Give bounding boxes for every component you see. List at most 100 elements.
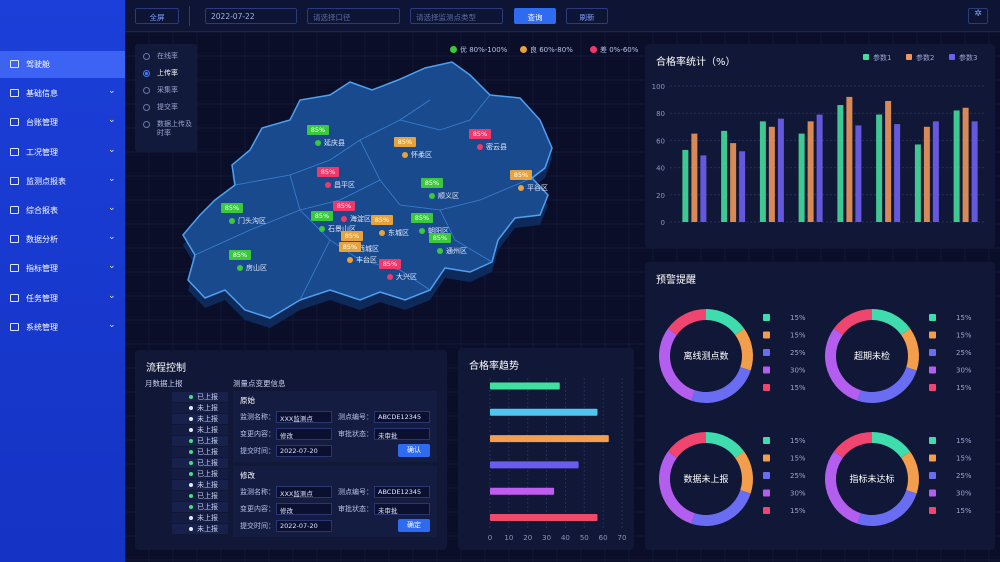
region-dot: [229, 218, 235, 224]
district-border: [399, 94, 491, 131]
legend-swatch: [763, 366, 770, 374]
value-label: 30%: [790, 490, 806, 498]
value-label: 15%: [790, 507, 806, 515]
menu-chevron: ⌄: [108, 232, 116, 243]
donut-segment: [872, 432, 911, 458]
menu-item[interactable]: 数据分析 ⌄: [0, 226, 125, 253]
status-dot: [189, 450, 193, 454]
refresh-button[interactable]: 刷新: [566, 8, 608, 24]
status-label: 已上报: [197, 470, 218, 478]
field-value[interactable]: ABCDE12345: [374, 486, 430, 498]
radio[interactable]: [143, 87, 150, 94]
region-badge: 85%: [411, 213, 433, 223]
region-name: 西城区: [358, 245, 379, 253]
donut-segment: [833, 309, 872, 335]
field-value[interactable]: XXX监测点: [276, 411, 332, 423]
field-value[interactable]: 修改: [276, 428, 332, 440]
radio-label[interactable]: 提交率: [157, 103, 178, 111]
menu-item[interactable]: 台账管理 ⌄: [0, 109, 125, 136]
settings-button[interactable]: ✲: [968, 8, 988, 24]
status-dot: [189, 439, 193, 443]
upload-row: 已上报: [172, 392, 228, 402]
radio-label[interactable]: 在线率: [157, 52, 178, 60]
field-value[interactable]: 未审批: [374, 428, 430, 440]
menu-label: 台账管理: [26, 118, 58, 128]
donut-center-label: 离线测点数: [683, 350, 728, 362]
query-button[interactable]: 查询: [514, 8, 556, 24]
status-label: 已上报: [197, 437, 218, 445]
menu-icon: [10, 264, 19, 273]
region-name: 石景山区: [328, 225, 356, 233]
scope-select[interactable]: 请选择口径: [307, 8, 400, 24]
date-input[interactable]: 2022-07-22: [205, 8, 297, 24]
panel-title: 预警提醒: [656, 275, 696, 286]
menu-item[interactable]: 基础信息 ⌄: [0, 80, 125, 107]
region-badge: 85%: [510, 170, 532, 180]
change-block: 修改 监测名称： XXX监测点 测点编号： ABCDE12345 变更内容： 修改 审批状态：…: [233, 466, 437, 537]
radio[interactable]: [143, 70, 150, 77]
field-value[interactable]: 2022-07-20: [276, 520, 332, 532]
menu-item[interactable]: 任务管理 ⌄: [0, 285, 125, 312]
panel-title: 合格率趋势: [469, 361, 519, 372]
menu-item[interactable]: 综合报表 ⌄: [0, 197, 125, 224]
legend-swatch: [929, 472, 936, 479]
status-dot: [189, 516, 193, 520]
confirm-button[interactable]: 确定: [398, 519, 430, 532]
menu-item[interactable]: 驾驶舱: [0, 51, 125, 78]
menu-item[interactable]: 系统管理 ⌄: [0, 314, 125, 341]
type-select[interactable]: 请选择监测点类型: [410, 8, 503, 24]
map-shape: [182, 61, 553, 328]
value-label: 15%: [790, 384, 806, 392]
legend-swatch: [929, 437, 936, 444]
status-dot: [189, 527, 193, 531]
region-dot: [319, 226, 325, 232]
donut-segment: [706, 432, 745, 458]
y-tick-label: 0: [661, 219, 665, 227]
status-dot: [189, 395, 193, 399]
fullscreen-button[interactable]: 全屏: [135, 8, 179, 24]
menu-item[interactable]: 监测点报表 ⌄: [0, 168, 125, 195]
legend-swatch: [863, 54, 869, 60]
menu-item[interactable]: 工况管理 ⌄: [0, 139, 125, 166]
radio-label[interactable]: 上传率: [157, 69, 178, 77]
legend-swatch: [763, 331, 770, 339]
donut-segment: [667, 309, 706, 335]
field-value[interactable]: 修改: [276, 503, 332, 515]
menu-label: 任务管理: [26, 293, 58, 303]
bar: [807, 121, 814, 222]
legend-dot: [520, 46, 527, 53]
region-dot: [237, 265, 243, 271]
donut-segment: [825, 328, 861, 401]
confirm-button[interactable]: 确认: [398, 444, 430, 457]
block-title: 修改: [240, 471, 255, 480]
status-label: 已上报: [197, 492, 218, 500]
radio-label[interactable]: 数据上传及时率: [157, 120, 192, 137]
legend-swatch: [929, 366, 936, 374]
menu-icon: [10, 293, 19, 302]
upload-row: 已上报: [172, 502, 228, 512]
field-value[interactable]: XXX监测点: [276, 486, 332, 498]
radio[interactable]: [143, 121, 150, 128]
status-label: 已上报: [197, 503, 218, 511]
legend-swatch: [763, 507, 770, 514]
bar: [768, 126, 775, 222]
field-value[interactable]: ABCDE12345: [374, 411, 430, 423]
value-label: 25%: [790, 349, 806, 357]
region-name: 怀柔区: [411, 151, 432, 159]
upload-row: 未上报: [172, 425, 228, 435]
field-value[interactable]: 2022-07-20: [276, 445, 332, 457]
chart: 0 20 40 60 80 100 参数1 参数2 参数3: [652, 53, 985, 227]
region-name: 丰台区: [356, 256, 377, 264]
bar: [962, 107, 969, 222]
radio-label[interactable]: 采集率: [157, 86, 178, 94]
upload-row: 未上报: [172, 524, 228, 534]
value-label: 15%: [956, 332, 972, 340]
bar: [721, 130, 728, 222]
region-dot: [341, 216, 347, 222]
radio[interactable]: [143, 104, 150, 111]
field-value[interactable]: 未审批: [374, 503, 430, 515]
panel: 合格率统计（%） 0 20 40 60 80 100 参数1 参数2 参数3: [645, 44, 995, 248]
radio[interactable]: [143, 53, 150, 60]
menu-item[interactable]: 指标管理 ⌄: [0, 255, 125, 282]
